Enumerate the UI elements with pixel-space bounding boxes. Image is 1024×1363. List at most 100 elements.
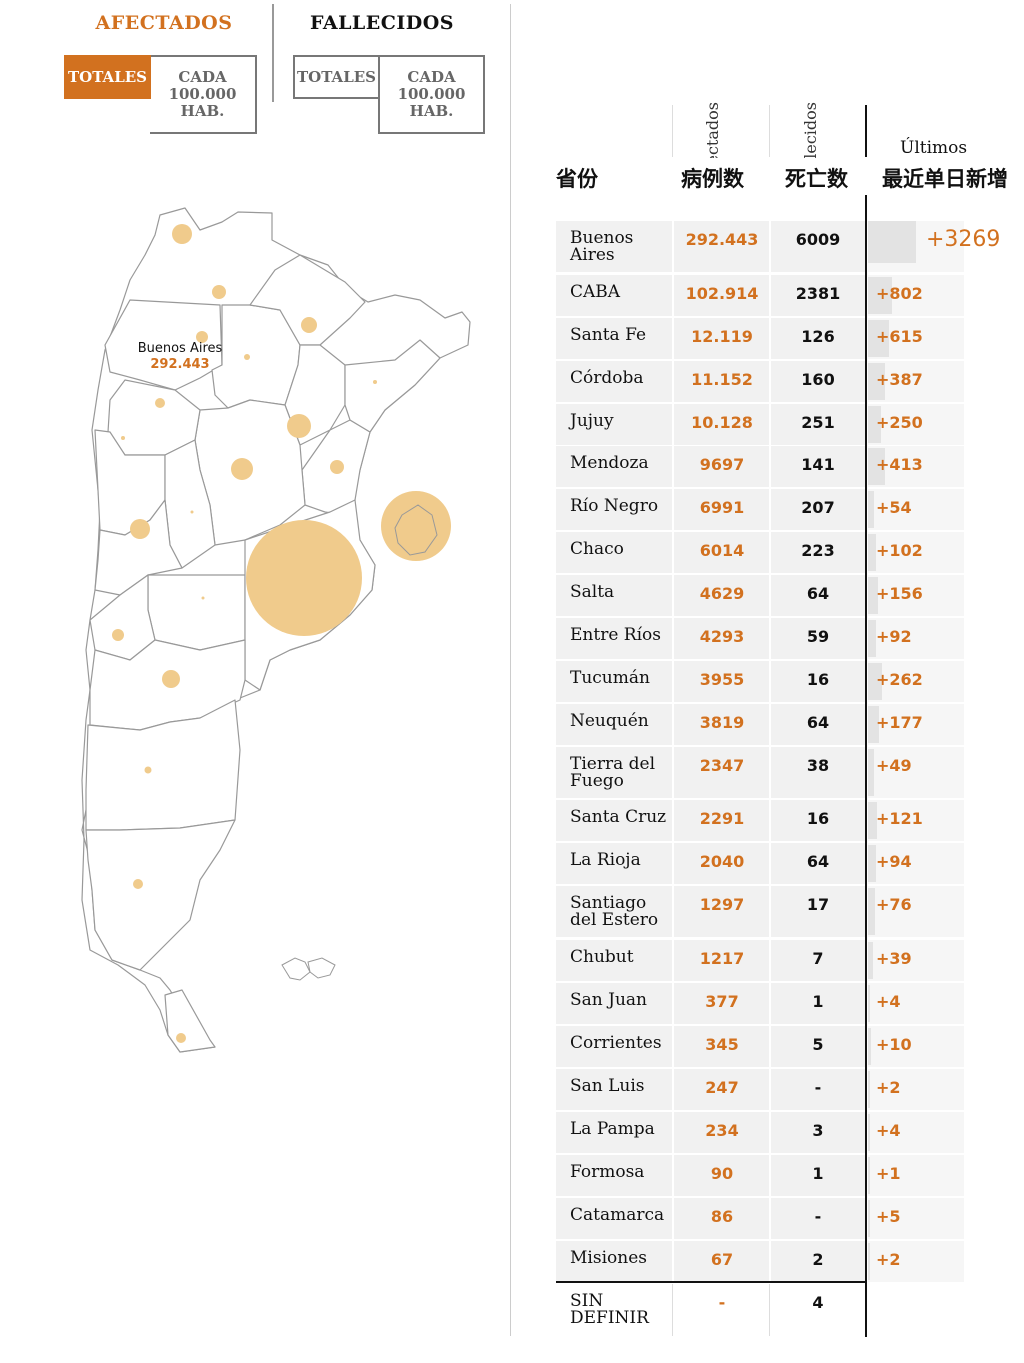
table-row: Santa Cruz 2291 16 +121 bbox=[556, 800, 964, 843]
cases-value: 1217 bbox=[699, 949, 745, 968]
cases-value: 3819 bbox=[699, 713, 745, 732]
new-cases-bar bbox=[868, 491, 874, 528]
deaths-value: 4 bbox=[812, 1293, 824, 1312]
panel-divider bbox=[510, 4, 511, 1336]
column-separator bbox=[672, 361, 674, 403]
col-sep-cases bbox=[672, 1284, 673, 1336]
row-background bbox=[556, 1284, 866, 1336]
province-name: La Pampa bbox=[570, 1119, 655, 1139]
new-cell-background bbox=[868, 1198, 964, 1240]
deaths-value: 64 bbox=[806, 584, 830, 603]
column-separator bbox=[769, 404, 771, 446]
province-name: Catamarca bbox=[570, 1205, 665, 1225]
row-separator bbox=[556, 745, 964, 747]
column-separator bbox=[672, 1284, 674, 1336]
new-cases-value: +1 bbox=[876, 1164, 901, 1183]
row-background bbox=[556, 618, 866, 660]
caba-outline bbox=[394, 504, 438, 556]
header-province: 省份 bbox=[556, 167, 598, 191]
row-background bbox=[556, 1026, 866, 1068]
new-cell-background bbox=[868, 618, 964, 660]
afectados-cada-button[interactable]: CADA 100.000 HAB. bbox=[150, 55, 257, 134]
table-row: Corrientes 345 5 +10 bbox=[556, 1026, 964, 1069]
province-name: Santiago del Estero bbox=[570, 893, 659, 930]
new-cases-value: +4 bbox=[876, 992, 901, 1011]
new-cases-value: +250 bbox=[876, 413, 923, 432]
table-row: Jujuy 10.128 251 +250 bbox=[556, 404, 964, 447]
new-cases-bar bbox=[868, 534, 876, 571]
province-name: Chubut bbox=[570, 947, 634, 967]
column-separator bbox=[769, 361, 771, 403]
row-separator bbox=[556, 359, 964, 361]
province-name: Mendoza bbox=[570, 453, 649, 473]
new-cases-bar bbox=[868, 1200, 870, 1237]
new-cases-bar bbox=[868, 845, 876, 882]
row-background bbox=[556, 361, 866, 403]
new-cases-value: +2 bbox=[876, 1250, 901, 1269]
new-cases-value: +49 bbox=[876, 756, 912, 775]
table-row: La Pampa 234 3 +4 bbox=[556, 1112, 964, 1155]
deaths-value: 17 bbox=[806, 895, 830, 914]
column-separator bbox=[769, 1112, 771, 1154]
cases-value: 292.443 bbox=[685, 230, 759, 249]
cases-value: 247 bbox=[705, 1078, 739, 1097]
tab-fallecidos[interactable]: FALLECIDOS bbox=[309, 12, 455, 34]
new-cases-value: +262 bbox=[876, 670, 923, 689]
new-cases-bar bbox=[868, 1114, 870, 1151]
deaths-value: 207 bbox=[801, 498, 835, 517]
column-separator bbox=[672, 983, 674, 1025]
column-separator bbox=[672, 489, 674, 531]
deaths-value: 141 bbox=[801, 455, 835, 474]
row-background bbox=[556, 532, 866, 574]
row-separator bbox=[556, 530, 964, 532]
new-cases-bar bbox=[868, 577, 878, 614]
row-separator bbox=[556, 616, 964, 618]
province-name: La Rioja bbox=[570, 850, 641, 870]
table-row: Santiago del Estero 1297 17 +76 bbox=[556, 886, 964, 939]
new-cell-background bbox=[868, 800, 964, 842]
column-separator bbox=[769, 1284, 771, 1336]
deaths-value: 1 bbox=[812, 992, 824, 1011]
table-row: Tierra del Fuego 2347 38 +49 bbox=[556, 747, 964, 800]
row-separator bbox=[556, 702, 964, 704]
fallecidos-totales-button[interactable]: TOTALES bbox=[293, 55, 380, 99]
province-name: Córdoba bbox=[570, 368, 644, 388]
row-background bbox=[556, 1155, 866, 1197]
deaths-value: 59 bbox=[806, 627, 830, 646]
deaths-value: 6009 bbox=[795, 230, 841, 249]
deaths-value: 16 bbox=[806, 809, 830, 828]
new-cell-background bbox=[868, 940, 964, 982]
fallecidos-cada-button[interactable]: CADA 100.000 HAB. bbox=[378, 55, 485, 134]
table-row: La Rioja 2040 64 +94 bbox=[556, 843, 964, 886]
province-name: Salta bbox=[570, 582, 615, 602]
row-separator bbox=[556, 1110, 964, 1112]
new-cases-bar bbox=[868, 448, 885, 485]
table-row: SIN DEFINIR - 4 bbox=[556, 1284, 964, 1336]
column-separator bbox=[672, 446, 674, 488]
column-separator bbox=[769, 1069, 771, 1111]
new-cases-value: +4 bbox=[876, 1121, 901, 1140]
row-background bbox=[556, 1069, 866, 1111]
new-cases-bar bbox=[868, 406, 881, 443]
tab-afectados[interactable]: AFECTADOS bbox=[95, 12, 233, 34]
column-separator bbox=[672, 704, 674, 746]
cases-value: 345 bbox=[705, 1035, 739, 1054]
afectados-totales-button[interactable]: TOTALES bbox=[64, 55, 151, 99]
cases-value: 1297 bbox=[699, 895, 745, 914]
new-cell-background bbox=[868, 1241, 964, 1283]
column-separator bbox=[769, 661, 771, 703]
column-separator bbox=[769, 1241, 771, 1283]
column-separator bbox=[769, 618, 771, 660]
new-cases-bar bbox=[868, 802, 877, 839]
province-name: Entre Ríos bbox=[570, 625, 661, 645]
column-separator bbox=[672, 618, 674, 660]
cases-value: 4293 bbox=[699, 627, 745, 646]
table-row: Mendoza 9697 141 +413 bbox=[556, 446, 964, 489]
new-cell-background bbox=[868, 747, 964, 799]
column-separator bbox=[672, 1026, 674, 1068]
new-cell-background bbox=[868, 404, 964, 446]
column-separator bbox=[769, 1198, 771, 1240]
row-background bbox=[556, 404, 866, 446]
row-background bbox=[556, 446, 866, 488]
column-separator bbox=[672, 1198, 674, 1240]
